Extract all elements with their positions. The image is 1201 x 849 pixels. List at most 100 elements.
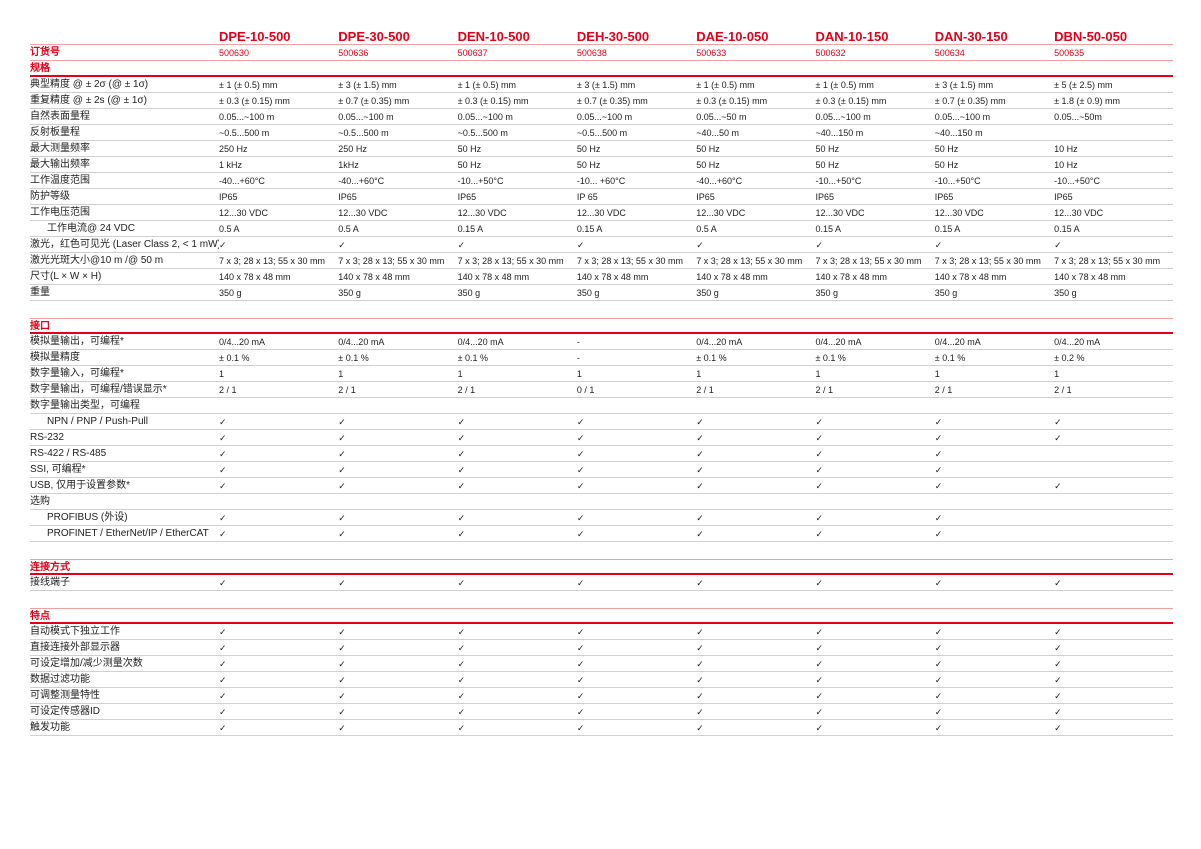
order-number-row: 订货号 500630 500636 500637 500638 500633 500632 5… — [30, 45, 1173, 61]
check-icon: ✓ — [338, 240, 346, 250]
check-icon: ✓ — [1054, 643, 1062, 653]
check-icon: ✓ — [219, 513, 227, 523]
cell-value: IP65 — [1054, 192, 1073, 202]
cell-value — [1054, 494, 1173, 509]
check-icon: ✓ — [457, 659, 466, 669]
table-row: 工作电流@ 24 VDC 0.5 A 0.5 A 0.15 A 0.15 A 0.5 A 0… — [30, 221, 1173, 237]
cell-value: 350 g — [1054, 288, 1077, 298]
cell-value — [696, 398, 815, 413]
cell-value: - — [576, 353, 580, 363]
row-label: RS-422 / RS-485 — [30, 448, 107, 459]
cell-value: IP65 — [219, 192, 238, 202]
cell-value: ± 1 (± 0.5) mm — [219, 80, 278, 90]
model-name: DAE-10-050 — [696, 29, 769, 44]
check-icon: ✓ — [576, 723, 585, 733]
check-icon: ✓ — [696, 723, 704, 733]
row-label: 自然表面量程 — [30, 111, 90, 122]
check-icon: ✓ — [219, 529, 227, 539]
cell-value: 50 Hz — [934, 144, 959, 154]
check-icon: ✓ — [815, 659, 824, 669]
check-icon: ✓ — [934, 707, 943, 717]
cell-value: IP 65 — [576, 192, 598, 202]
check-icon: ✓ — [338, 723, 346, 733]
cell-value: 0.05...~50m — [1054, 112, 1102, 122]
table-row: 自动模式下独立工作 ✓ ✓ ✓ ✓ ✓ ✓ ✓ ✓ — [30, 624, 1173, 640]
table-row: RS-422 / RS-485 ✓ ✓ ✓ ✓ ✓ ✓ ✓ — [30, 446, 1173, 462]
cell-value: 7 x 3; 28 x 13; 55 x 30 mm — [934, 256, 1041, 266]
cell-value — [935, 494, 1054, 509]
cell-value: ± 0.2 % — [1054, 353, 1085, 363]
table-row: 可调整测量特性 ✓ ✓ ✓ ✓ ✓ ✓ ✓ ✓ — [30, 688, 1173, 704]
model-name: DEH-30-500 — [576, 29, 650, 44]
cell-value: 50 Hz — [934, 160, 959, 170]
check-icon: ✓ — [934, 417, 943, 427]
cell-value: 0/4...20 mA — [219, 337, 266, 347]
model-name: DAN-30-150 — [934, 29, 1008, 44]
check-icon: ✓ — [338, 659, 346, 669]
cell-value — [935, 398, 1054, 413]
check-icon: ✓ — [219, 659, 227, 669]
check-icon: ✓ — [457, 481, 466, 491]
check-icon: ✓ — [815, 465, 824, 475]
cell-value: ± 0.1 % — [338, 353, 369, 363]
table-row: PROFIBUS (外设) ✓ ✓ ✓ ✓ ✓ ✓ ✓ — [30, 510, 1173, 526]
cell-value: ± 0.3 (± 0.15) mm — [219, 96, 290, 106]
table-row: 数据过滤功能 ✓ ✓ ✓ ✓ ✓ ✓ ✓ ✓ — [30, 672, 1173, 688]
row-label: 重量 — [30, 287, 50, 298]
cell-value: ~0.5...500 m — [457, 128, 508, 138]
cell-value: 1 kHz — [219, 160, 243, 170]
section-header: 连接方式 — [30, 559, 1173, 575]
table-row: 工作温度范围 -40...+60°C -40...+60°C -10...+50°C -… — [30, 173, 1173, 189]
cell-value: 1 — [934, 369, 940, 379]
check-icon: ✓ — [576, 240, 585, 250]
check-icon: ✓ — [934, 723, 943, 733]
check-icon: ✓ — [934, 449, 943, 459]
check-icon: ✓ — [696, 240, 704, 250]
check-icon: ✓ — [815, 529, 824, 539]
row-label: 重复精度 @ ± 2s (@ ± 1σ) — [30, 95, 147, 106]
check-icon: ✓ — [934, 578, 943, 588]
check-icon: ✓ — [934, 481, 943, 491]
check-icon: ✓ — [576, 481, 585, 491]
row-label: 可设定传感器ID — [30, 706, 100, 717]
table-row: 防护等级 IP65 IP65 IP65 IP 65 IP65 IP65 IP65 IP65 — [30, 189, 1173, 205]
cell-value: 12...30 VDC — [219, 208, 269, 218]
check-icon: ✓ — [338, 707, 346, 717]
cell-value: 140 x 78 x 48 mm — [338, 272, 410, 282]
check-icon: ✓ — [696, 433, 704, 443]
cell-value: ± 1 (± 0.5) mm — [696, 80, 755, 90]
table-row: 选购 — [30, 494, 1173, 510]
row-label: 尺寸(L × W × H) — [30, 271, 102, 282]
check-icon: ✓ — [696, 481, 704, 491]
cell-value: 50 Hz — [815, 160, 839, 170]
cell-value: 140 x 78 x 48 mm — [696, 272, 768, 282]
section-header: 规格 — [30, 61, 1173, 77]
cell-value: ± 0.3 (± 0.15) mm — [457, 96, 529, 106]
cell-value: 0.05...~100 m — [576, 112, 633, 122]
section-header: 接口 — [30, 318, 1173, 334]
cell-value: 0.15 A — [815, 224, 842, 234]
check-icon: ✓ — [338, 513, 346, 523]
check-icon: ✓ — [457, 627, 466, 637]
check-icon: ✓ — [1054, 578, 1062, 588]
cell-value: ± 0.1 % — [457, 353, 489, 363]
table-row: 数字量输入，可编程* 1 1 1 1 1 1 1 1 — [30, 366, 1173, 382]
check-icon: ✓ — [696, 707, 704, 717]
cell-value: 7 x 3; 28 x 13; 55 x 30 mm — [338, 256, 445, 266]
check-icon: ✓ — [576, 627, 585, 637]
cell-value: 0.15 A — [1054, 224, 1080, 234]
row-label: SSI, 可编程* — [30, 464, 86, 475]
cell-value — [1054, 510, 1173, 525]
check-icon: ✓ — [696, 675, 704, 685]
row-label: 最大输出频率 — [30, 159, 90, 170]
cell-value: IP65 — [815, 192, 834, 202]
table-row: 反射板量程 ~0.5...500 m ~0.5...500 m ~0.5...5… — [30, 125, 1173, 141]
check-icon: ✓ — [815, 481, 824, 491]
table-row: 模拟量精度 ± 0.1 % ± 0.1 % ± 0.1 % - ± 0.1 % ± 0.1 … — [30, 350, 1173, 366]
row-label: 直接连接外部显示器 — [30, 642, 120, 653]
check-icon: ✓ — [1054, 627, 1062, 637]
row-label: 可设定增加/减少测量次数 — [30, 658, 143, 669]
cell-value: ± 5 (± 2.5) mm — [1054, 80, 1113, 90]
order-number: 500637 — [457, 48, 488, 58]
check-icon: ✓ — [219, 707, 227, 717]
